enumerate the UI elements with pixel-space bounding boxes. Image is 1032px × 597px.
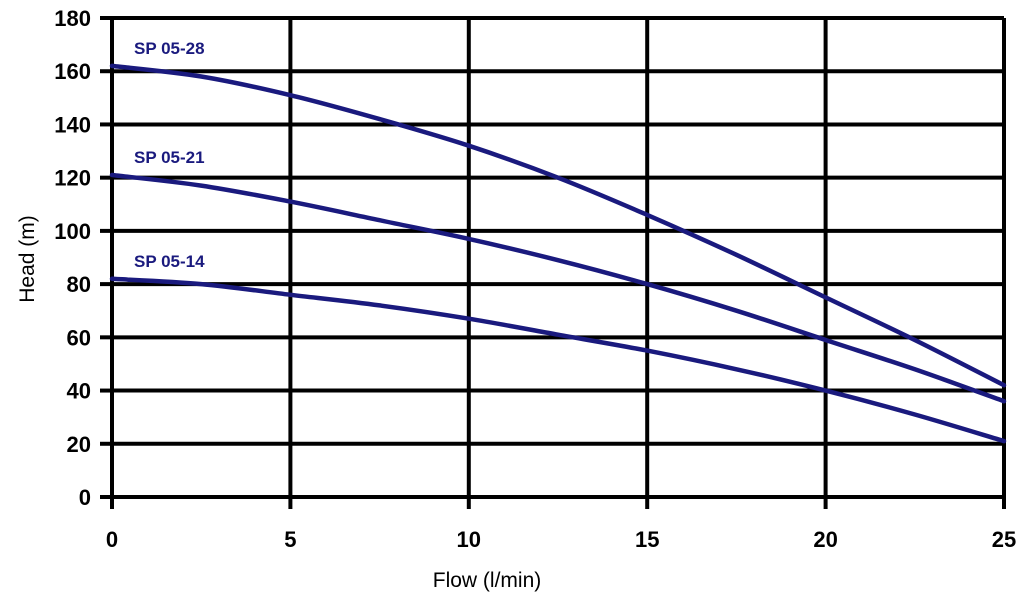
y-tick-label: 140 (54, 112, 91, 137)
x-axis-title: Flow (l/min) (433, 569, 542, 592)
y-tick-label: 160 (54, 59, 91, 84)
series-label-layer: SP 05-28 SP 05-21 SP 05-14 (134, 39, 205, 271)
series-label: SP 05-14 (134, 252, 205, 271)
x-tick-label: 20 (813, 527, 837, 552)
y-tick-label: 180 (54, 6, 91, 31)
y-tick-label: 20 (67, 432, 91, 457)
y-tick-label: 100 (54, 219, 91, 244)
y-tick-label: 120 (54, 166, 91, 191)
series-label: SP 05-28 (134, 39, 205, 58)
y-tick-label: 60 (67, 325, 91, 350)
x-tick-label: 25 (992, 527, 1016, 552)
x-tick-label: 10 (457, 527, 481, 552)
x-tick-label: 15 (635, 527, 659, 552)
y-axis-title: Head (m) (16, 215, 39, 303)
y-tick-label: 80 (67, 272, 91, 297)
y-tick-label: 40 (67, 379, 91, 404)
x-tick-label: 5 (284, 527, 296, 552)
tick-layer: 0 20 40 60 80 100 120 140 160 180 0 5 10 15 20 25 (54, 6, 1016, 552)
series-label: SP 05-21 (134, 148, 205, 167)
y-tick-label: 0 (79, 485, 91, 510)
series-line (109, 276, 1007, 444)
x-tick-label: 0 (106, 527, 118, 552)
grid-layer (100, 16, 1006, 509)
series-line (109, 172, 1007, 404)
curve-layer (109, 63, 1007, 444)
series-line (109, 63, 1007, 388)
